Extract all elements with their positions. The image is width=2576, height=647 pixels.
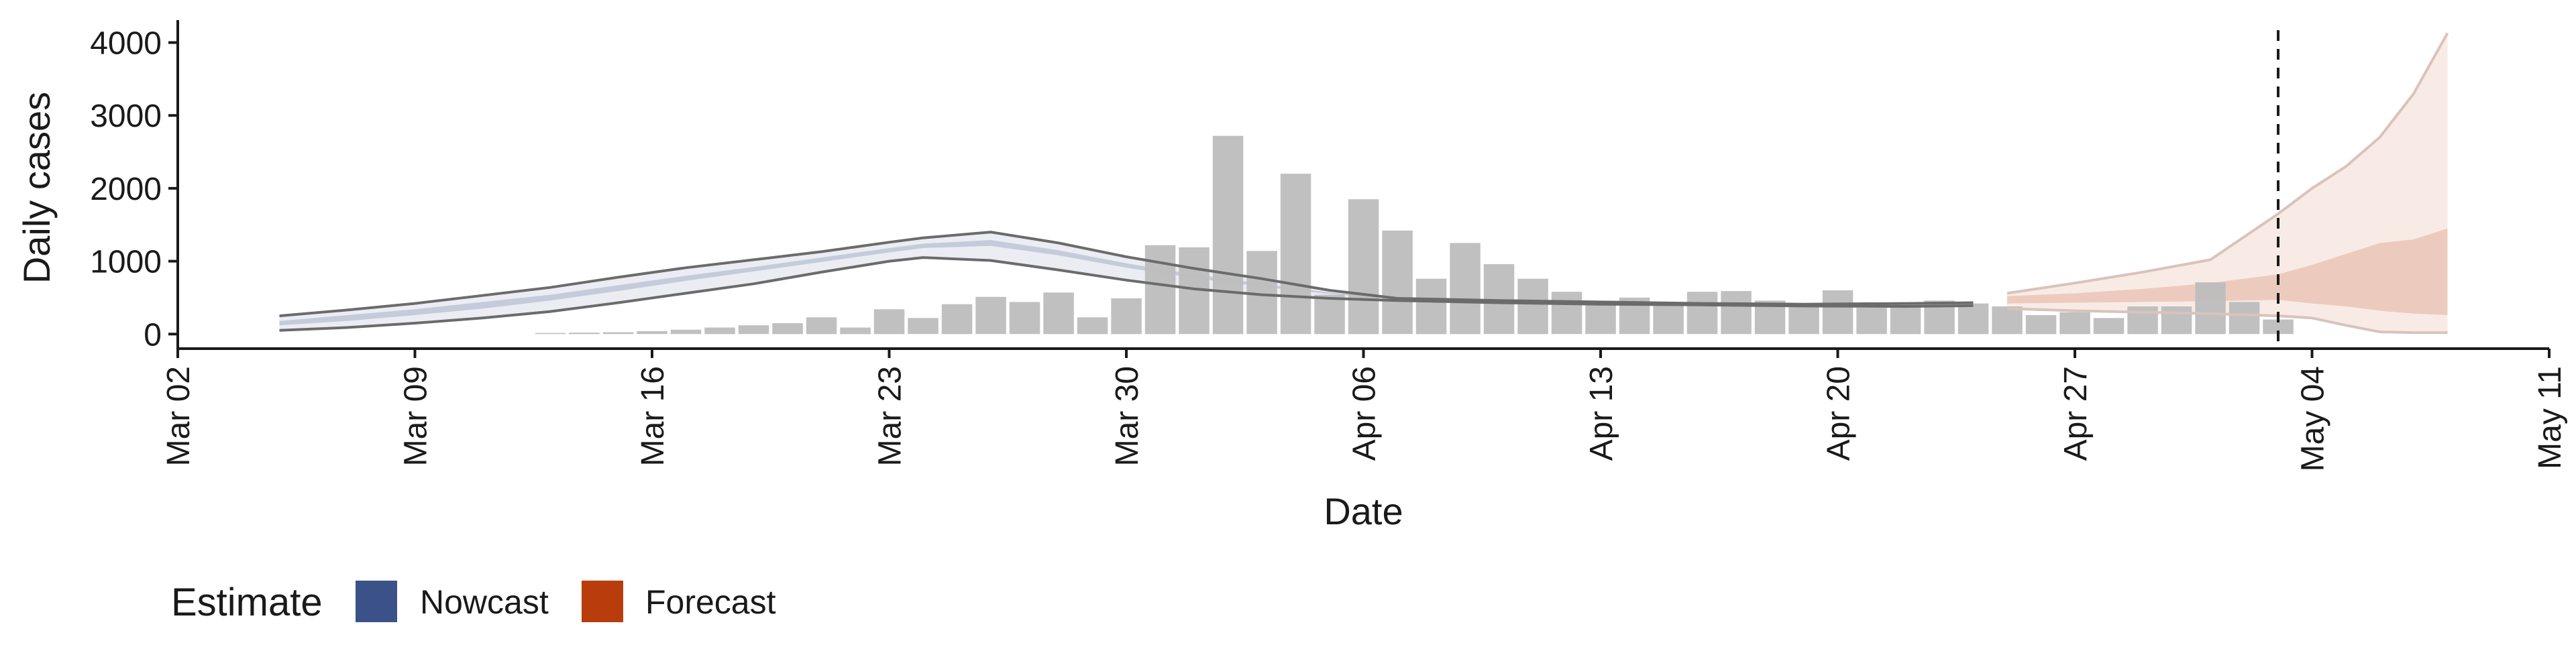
y-axis-title: Daily cases (15, 92, 58, 284)
case-bar (975, 296, 1006, 335)
case-bar (2059, 312, 2090, 335)
x-axis-title: Date (1324, 490, 1403, 532)
axes: 0 1000 2000 3000 4000 Mar 02 Mar 09 Mar 16 Mar 2… (90, 20, 2568, 471)
case-bar (1314, 294, 1345, 335)
case-bar (1246, 251, 1277, 335)
case-bar (873, 309, 905, 335)
x-tick-label: Mar 02 (161, 366, 197, 466)
case-bar (1653, 302, 1684, 335)
x-tick-label: Apr 13 (1584, 366, 1619, 461)
legend-label-forecast: Forecast (645, 583, 776, 621)
x-tick-label: May 11 (2532, 366, 2568, 469)
forecast-outer-band (2007, 33, 2448, 333)
y-tick-label: 3000 (90, 99, 162, 134)
x-tick-label: Mar 09 (398, 366, 434, 466)
case-bar (569, 333, 600, 335)
case-bar (535, 333, 566, 335)
estimate-outline-lines (279, 32, 2449, 335)
case-bar (1890, 303, 1921, 335)
x-tick-label: May 04 (2296, 366, 2331, 471)
case-bar (941, 304, 973, 335)
case-bar (1348, 199, 1379, 335)
case-bar (840, 327, 871, 335)
case-bar (2263, 319, 2294, 335)
x-tick-label: Apr 06 (1347, 366, 1383, 461)
case-bar (806, 317, 837, 335)
y-tick-label: 0 (144, 317, 162, 353)
case-bar (908, 318, 938, 335)
case-bar (1992, 306, 2023, 335)
x-tick-label: Mar 23 (873, 366, 908, 466)
nowcast-lower-line (279, 256, 1974, 332)
case-bar (1721, 291, 1752, 335)
x-tick-label: Apr 27 (2058, 366, 2094, 461)
case-bar (1280, 174, 1311, 335)
case-bar (1822, 290, 1854, 335)
case-bar (1144, 245, 1176, 335)
x-tick-label: Apr 20 (1821, 366, 1857, 461)
legend-swatch-forecast (582, 581, 623, 622)
legend-title: Estimate (171, 581, 323, 624)
case-bar (1212, 135, 1244, 335)
legend-label-nowcast: Nowcast (420, 583, 549, 621)
case-bar (1686, 292, 1718, 335)
case-bar (1585, 302, 1616, 335)
case-bar (1382, 230, 1413, 335)
case-bar (704, 327, 735, 335)
case-bar (2195, 282, 2226, 335)
y-tick-label: 1000 (90, 245, 162, 280)
case-bar (1957, 303, 1989, 335)
case-bar (2025, 315, 2057, 335)
daily-case-bars (535, 135, 2294, 335)
case-bar (1043, 292, 1074, 335)
y-tick-label: 4000 (90, 25, 162, 61)
case-bar (637, 331, 667, 335)
case-bar (670, 329, 702, 335)
case-bar (1009, 302, 1040, 335)
forecast-inner-band (2007, 228, 2448, 315)
case-bar (1111, 298, 1142, 335)
case-bar (1788, 307, 1819, 335)
legend-swatch-nowcast (356, 581, 397, 622)
case-bar (1551, 292, 1582, 335)
nowcast-upper-line (279, 231, 1974, 318)
case-bar (602, 332, 634, 335)
case-bar (2229, 302, 2260, 335)
x-tick-label: Mar 30 (1110, 366, 1145, 466)
case-bar (1856, 308, 1887, 335)
forecast-lower-line (2006, 307, 2448, 335)
case-bar (1450, 243, 1481, 335)
case-bar (772, 323, 803, 335)
case-bar (1415, 278, 1447, 335)
forecast-upper-line (2006, 32, 2449, 295)
y-tick-label: 2000 (90, 172, 162, 207)
legend: Estimate Nowcast Forecast (171, 581, 776, 624)
case-bar (1517, 278, 1548, 335)
case-bar (2127, 306, 2158, 335)
x-tick-label: Mar 16 (635, 366, 671, 466)
case-bar (2161, 306, 2192, 335)
case-bar (738, 325, 769, 335)
case-bar (2093, 318, 2125, 335)
case-bar (1077, 317, 1108, 335)
